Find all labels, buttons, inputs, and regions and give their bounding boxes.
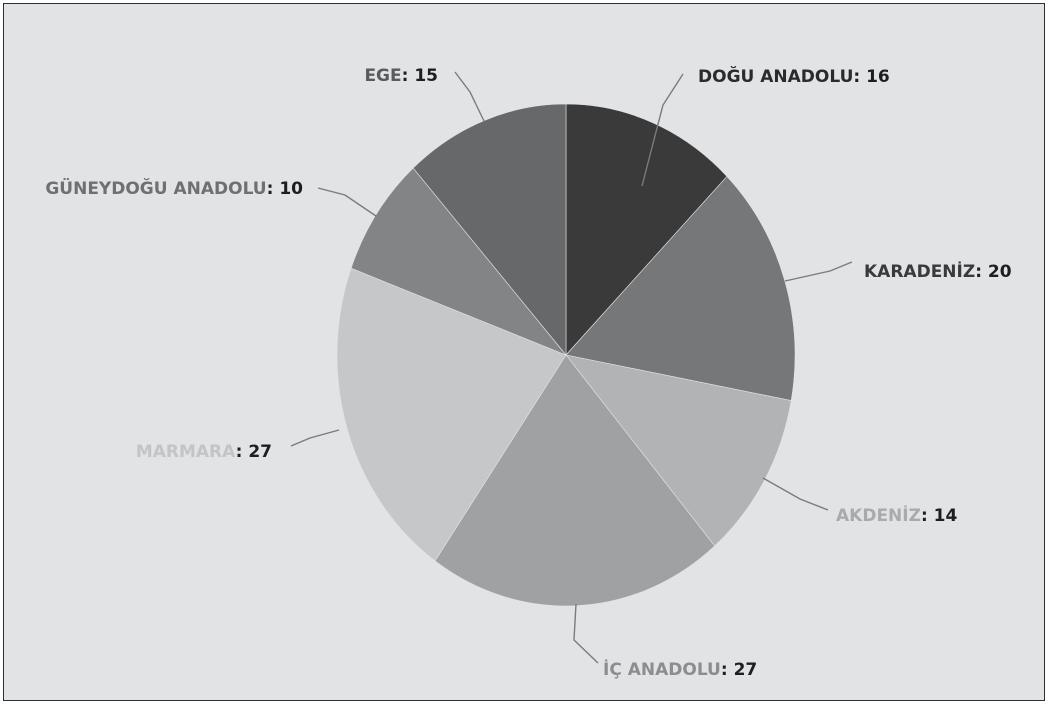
data-label-akdeniz: AKDENİZ: 14 — [836, 504, 957, 526]
leader-line-guneydogu-anadolu — [317, 187, 377, 217]
label-category-akdeniz: AKDENİZ — [836, 504, 921, 526]
leader-line-ege — [454, 71, 485, 122]
leader-line-karadeniz — [784, 261, 853, 282]
data-label-ic-anadolu: İÇ ANADOLU: 27 — [603, 658, 757, 680]
label-category-dogu-anadolu: DOĞU ANADOLU — [698, 65, 853, 87]
pie-slice-ic-anadolu — [434, 354, 716, 607]
leader-lines — [290, 71, 853, 664]
data-label-ege: EGE: 15 — [364, 66, 438, 86]
label-value-ege: : 15 — [402, 66, 438, 86]
pie-slice-guneydogu-anadolu — [350, 167, 567, 356]
pie-slice-marmara — [336, 267, 567, 562]
label-value-ic-anadolu: : 27 — [721, 660, 757, 680]
leader-line-dogu-anadolu — [641, 73, 684, 187]
label-category-ege: EGE — [364, 66, 401, 86]
data-label-karadeniz: KARADENİZ: 20 — [864, 260, 1012, 282]
pie-slice-dogu-anadolu — [565, 103, 728, 356]
leader-line-marmara — [290, 429, 340, 447]
label-value-akdeniz: : 14 — [921, 506, 958, 526]
leader-line-akdeniz — [762, 477, 829, 511]
label-category-ic-anadolu: İÇ ANADOLU — [603, 658, 721, 680]
label-value-marmara: : 27 — [236, 442, 272, 462]
label-category-karadeniz: KARADENİZ — [864, 260, 975, 282]
pie-slice-akdeniz — [565, 354, 792, 547]
data-label-guneydogu-anadolu: GÜNEYDOĞU ANADOLU: 10 — [45, 177, 303, 199]
leader-line-ic-anadolu — [573, 603, 599, 664]
label-category-guneydogu-anadolu: GÜNEYDOĞU ANADOLU — [45, 177, 266, 199]
data-label-marmara: MARMARA: 27 — [136, 442, 272, 462]
pie-slice-karadeniz — [565, 175, 796, 401]
label-value-guneydogu-anadolu: : 10 — [267, 179, 304, 199]
data-label-dogu-anadolu: DOĞU ANADOLU: 16 — [698, 65, 890, 87]
pie-slices — [336, 103, 796, 607]
label-value-karadeniz: : 20 — [975, 262, 1012, 282]
label-value-dogu-anadolu: : 16 — [853, 67, 889, 87]
slice-labels: DOĞU ANADOLU: 16 KARADENİZ: 20 AKDENİZ: 14… — [45, 65, 1011, 680]
label-category-marmara: MARMARA — [136, 442, 236, 462]
